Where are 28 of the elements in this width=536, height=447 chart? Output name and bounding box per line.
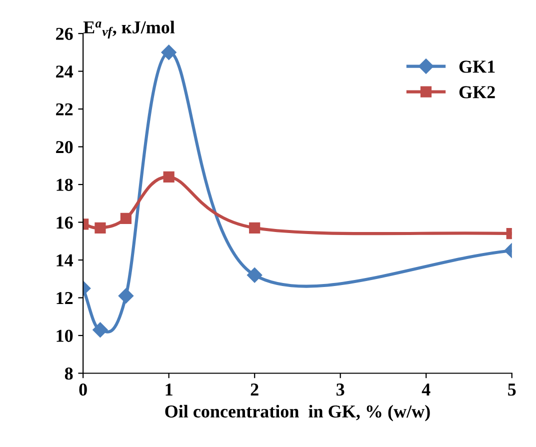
x-tick-label: 0 xyxy=(79,383,87,396)
legend-label: GK2 xyxy=(459,86,495,98)
point xyxy=(161,44,176,60)
y-tick-label: 14 xyxy=(56,254,74,266)
y-tick-label: 10 xyxy=(56,330,73,342)
y-tick-label: 16 xyxy=(56,216,73,229)
x-tick-label: 3 xyxy=(336,384,344,396)
y-tick-label: 24 xyxy=(56,66,74,78)
y-tick-label: 18 xyxy=(56,178,73,191)
point xyxy=(118,288,134,304)
legend-label: GK1 xyxy=(459,60,495,73)
x-tick-label: 4 xyxy=(422,384,430,396)
y-tick-label: 8 xyxy=(64,368,73,380)
y-tick-label: 12 xyxy=(56,292,73,304)
x-tick-label: 2 xyxy=(250,384,258,396)
point xyxy=(249,222,260,234)
x-axis-title: Oil concentration in GK, % (w/w) xyxy=(165,404,430,422)
point xyxy=(94,222,106,234)
y-tick-label: 20 xyxy=(56,141,73,154)
point xyxy=(92,322,108,338)
y-tick-label: 22 xyxy=(56,103,73,116)
point xyxy=(163,171,174,183)
point xyxy=(120,212,132,224)
x-tick-label: 1 xyxy=(166,384,172,396)
point xyxy=(247,268,262,283)
y-axis-title: E$^{a}$$_{vf}$, кJ/mol xyxy=(83,20,175,38)
y-tick-label: 26 xyxy=(56,28,73,40)
x-tick-label: 5 xyxy=(508,384,516,396)
